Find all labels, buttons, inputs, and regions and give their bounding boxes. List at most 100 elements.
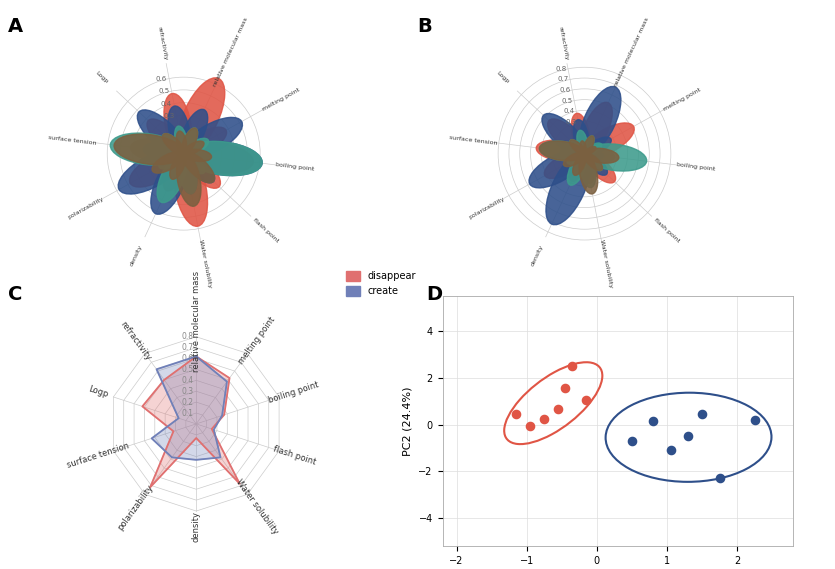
Ellipse shape bbox=[571, 113, 590, 154]
Ellipse shape bbox=[546, 153, 590, 225]
Text: refractivity: refractivity bbox=[558, 26, 569, 61]
Ellipse shape bbox=[580, 102, 612, 154]
Ellipse shape bbox=[184, 141, 262, 176]
Ellipse shape bbox=[184, 138, 209, 155]
Text: 0.1: 0.1 bbox=[181, 409, 194, 418]
Ellipse shape bbox=[163, 134, 185, 155]
Ellipse shape bbox=[583, 136, 595, 154]
Text: relative molecular mass: relative molecular mass bbox=[192, 270, 200, 372]
Text: Logp: Logp bbox=[88, 385, 109, 399]
Text: 0.5: 0.5 bbox=[561, 98, 573, 104]
Ellipse shape bbox=[114, 134, 184, 164]
Text: boiling point: boiling point bbox=[676, 162, 716, 172]
Text: Logp: Logp bbox=[94, 70, 109, 84]
Text: density: density bbox=[129, 244, 144, 267]
Ellipse shape bbox=[157, 153, 188, 203]
Text: B: B bbox=[418, 17, 433, 36]
Polygon shape bbox=[142, 356, 240, 487]
Ellipse shape bbox=[137, 110, 185, 156]
Ellipse shape bbox=[179, 154, 197, 193]
Text: 0.6: 0.6 bbox=[559, 87, 570, 93]
Ellipse shape bbox=[584, 153, 603, 171]
Point bbox=[538, 414, 551, 423]
Text: 0.7: 0.7 bbox=[557, 76, 569, 83]
Point bbox=[509, 410, 523, 419]
Text: 0.3: 0.3 bbox=[181, 387, 194, 395]
Legend: disappear, create: disappear, create bbox=[342, 267, 420, 300]
Text: refractivity: refractivity bbox=[157, 26, 168, 61]
Ellipse shape bbox=[579, 86, 621, 154]
Text: 0.3: 0.3 bbox=[163, 113, 175, 119]
Point bbox=[713, 474, 726, 483]
Ellipse shape bbox=[536, 140, 584, 161]
Ellipse shape bbox=[584, 144, 646, 171]
Polygon shape bbox=[152, 356, 227, 460]
Point bbox=[565, 361, 579, 370]
Ellipse shape bbox=[184, 143, 253, 173]
Ellipse shape bbox=[584, 153, 603, 171]
Ellipse shape bbox=[130, 139, 184, 162]
Ellipse shape bbox=[182, 128, 198, 154]
Text: melting point: melting point bbox=[236, 315, 277, 366]
Text: refractivity: refractivity bbox=[119, 319, 153, 362]
Text: 0.4: 0.4 bbox=[161, 101, 172, 106]
Y-axis label: PC2 (24.4%): PC2 (24.4%) bbox=[403, 386, 412, 456]
Point bbox=[625, 436, 639, 446]
Ellipse shape bbox=[183, 152, 205, 174]
Text: boiling point: boiling point bbox=[268, 380, 321, 405]
Text: A: A bbox=[8, 17, 23, 36]
Text: flash point: flash point bbox=[653, 217, 681, 243]
Text: flash point: flash point bbox=[271, 444, 316, 467]
Ellipse shape bbox=[539, 141, 584, 160]
Text: density: density bbox=[530, 244, 544, 267]
Ellipse shape bbox=[175, 126, 187, 154]
Point bbox=[646, 417, 660, 426]
Text: melting point: melting point bbox=[663, 87, 702, 112]
Text: surface tension: surface tension bbox=[449, 134, 498, 146]
Ellipse shape bbox=[170, 154, 185, 179]
Ellipse shape bbox=[183, 152, 215, 183]
Ellipse shape bbox=[584, 152, 615, 183]
Ellipse shape bbox=[561, 147, 584, 158]
Text: polarizability: polarizability bbox=[116, 483, 155, 531]
Text: Water solubility: Water solubility bbox=[198, 239, 212, 288]
Ellipse shape bbox=[544, 151, 585, 179]
Ellipse shape bbox=[584, 152, 607, 175]
Ellipse shape bbox=[584, 143, 602, 155]
Text: relative molecular mass: relative molecular mass bbox=[614, 17, 650, 88]
Text: density: density bbox=[192, 511, 200, 542]
Ellipse shape bbox=[119, 149, 185, 194]
Ellipse shape bbox=[174, 154, 208, 226]
Point bbox=[579, 395, 593, 405]
Text: 0.3: 0.3 bbox=[565, 119, 577, 125]
Ellipse shape bbox=[567, 152, 584, 164]
Ellipse shape bbox=[584, 123, 635, 157]
Ellipse shape bbox=[182, 128, 198, 154]
Ellipse shape bbox=[580, 141, 586, 154]
Ellipse shape bbox=[110, 133, 184, 165]
Ellipse shape bbox=[584, 151, 604, 159]
Text: 0.4: 0.4 bbox=[181, 376, 194, 385]
Point bbox=[524, 421, 537, 430]
Ellipse shape bbox=[569, 140, 585, 154]
Ellipse shape bbox=[577, 130, 588, 154]
Ellipse shape bbox=[567, 153, 587, 185]
Ellipse shape bbox=[143, 142, 184, 160]
Ellipse shape bbox=[178, 78, 225, 154]
Text: Water solubility: Water solubility bbox=[599, 239, 613, 288]
Ellipse shape bbox=[163, 134, 185, 155]
Text: Logp: Logp bbox=[495, 70, 510, 84]
Ellipse shape bbox=[164, 153, 187, 191]
Ellipse shape bbox=[584, 137, 611, 155]
Text: flash point: flash point bbox=[252, 217, 280, 243]
Ellipse shape bbox=[548, 119, 586, 155]
Text: 0.5: 0.5 bbox=[181, 365, 194, 374]
Ellipse shape bbox=[184, 141, 262, 176]
Text: 0.7: 0.7 bbox=[181, 343, 194, 352]
Ellipse shape bbox=[580, 154, 595, 183]
Text: 0.8: 0.8 bbox=[555, 66, 566, 72]
Ellipse shape bbox=[584, 147, 596, 154]
Ellipse shape bbox=[569, 154, 587, 182]
Text: 0.8: 0.8 bbox=[181, 332, 194, 341]
Text: 0.4: 0.4 bbox=[564, 108, 574, 114]
